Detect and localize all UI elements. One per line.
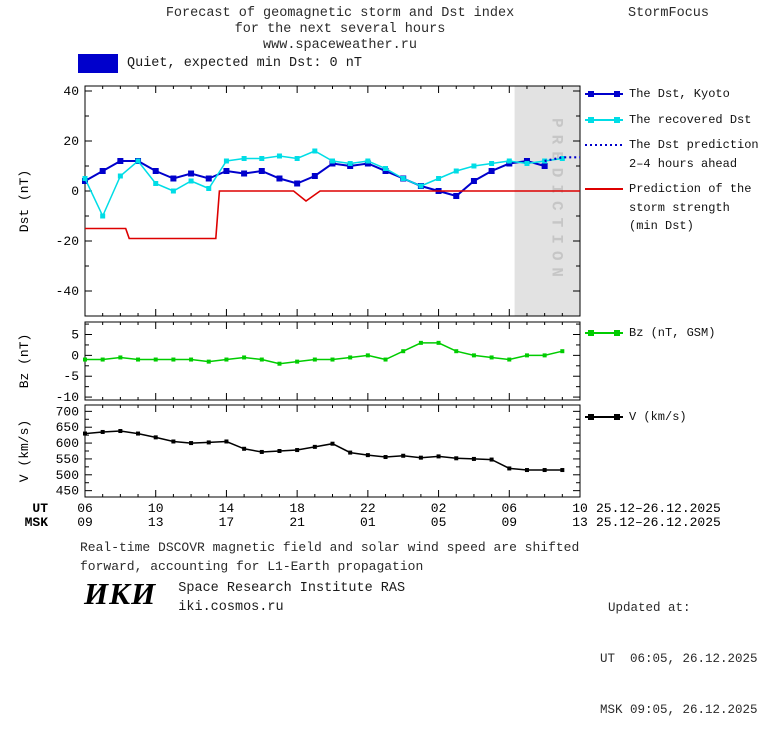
svg-text:PREDICTION: PREDICTION [547,118,565,284]
stormfocus-brand: StormFocus [628,6,710,21]
svg-text:-40: -40 [56,284,79,299]
legend-item-dst-kyoto: The Dst, Kyoto [584,85,760,104]
legend-label-v: V (km/s) [629,410,687,424]
storm-strength-swatch [585,188,623,190]
footer-note: Real-time DSCOVR magnetic field and sola… [80,540,580,574]
svg-text:10: 10 [148,501,164,516]
svg-text:0: 0 [71,184,79,199]
legend-label-dst-kyoto: The Dst, Kyoto [629,87,730,101]
storm-forecast-page: Forecast of geomagnetic storm and Dst in… [0,6,760,717]
bz-swatch [585,330,623,336]
svg-text:22: 22 [360,501,376,516]
institute-name: Space Research Institute RAS [178,581,406,596]
svg-text:Dst (nT): Dst (nT) [17,170,32,232]
svg-text:05: 05 [431,515,447,530]
svg-text:25.12–26.12.2025: 25.12–26.12.2025 [596,501,721,516]
svg-text:-20: -20 [56,234,79,249]
legend-item-dst-prediction: The Dst prediction 2–4 hours ahead [584,136,760,173]
institute-block: ИКИ Space Research Institute RAS iki.cos… [84,576,405,617]
svg-text:02: 02 [431,501,447,516]
svg-text:20: 20 [63,134,79,149]
svg-text:13: 13 [148,515,164,530]
updated-msk: MSK 09:05, 26.12.2025 [600,703,758,717]
quiet-status-swatch [78,54,118,73]
status-legend: Quiet, expected min Dst: 0 nT [78,54,362,73]
dst-kyoto-swatch [585,91,623,97]
updated-label: Updated at: [608,601,691,615]
svg-text:UT: UT [32,501,48,516]
svg-text:01: 01 [360,515,376,530]
title-line-2: for the next several hours [234,22,446,37]
svg-text:10: 10 [572,501,588,516]
svg-text:5: 5 [71,328,79,343]
institute-site: iki.cosmos.ru [178,600,284,615]
svg-text:13: 13 [572,515,588,530]
updated-block: Updated at: UT 06:05, 26.12.2025 MSK 09:… [600,566,758,753]
svg-text:17: 17 [219,515,235,530]
svg-text:-5: -5 [63,369,79,384]
svg-text:06: 06 [501,501,517,516]
legend-label-recovered-dst: The recovered Dst [629,113,752,127]
svg-text:06: 06 [77,501,93,516]
legend-item-storm-strength: Prediction of the storm strength (min Ds… [584,180,760,236]
quiet-status-text: Quiet, expected min Dst: 0 nT [127,56,362,71]
svg-text:500: 500 [56,468,79,483]
legend-label-dst-prediction: The Dst prediction 2–4 hours ahead [629,138,759,171]
recovered-dst-swatch [585,117,623,123]
svg-text:Bz (nT): Bz (nT) [17,334,32,389]
page-title: Forecast of geomagnetic storm and Dst in… [0,6,680,54]
svg-text:0: 0 [71,348,79,363]
legend-item-recovered-dst: The recovered Dst [584,111,760,130]
svg-text:09: 09 [77,515,93,530]
svg-text:V (km/s): V (km/s) [17,420,32,482]
legend-label-storm-strength: Prediction of the storm strength (min Ds… [629,182,752,234]
svg-text:18: 18 [289,501,305,516]
updated-ut: UT 06:05, 26.12.2025 [600,652,758,666]
title-line-1: Forecast of geomagnetic storm and Dst in… [165,6,515,21]
legend-item-bz: Bz (nT, GSM) [584,324,760,343]
svg-text:700: 700 [56,404,79,419]
dst-prediction-swatch [585,144,623,146]
legend-item-v: V (km/s) [584,408,760,427]
svg-text:MSK: MSK [25,515,49,530]
svg-text:450: 450 [56,484,79,499]
svg-text:25.12–26.12.2025: 25.12–26.12.2025 [596,515,721,530]
svg-text:650: 650 [56,420,79,435]
svg-text:21: 21 [289,515,305,530]
svg-text:09: 09 [501,515,517,530]
svg-text:-10: -10 [56,390,79,405]
svg-text:14: 14 [219,501,235,516]
svg-text:40: 40 [63,84,79,99]
v-swatch [585,414,623,420]
title-url: www.spaceweather.ru [263,38,417,53]
iki-logo: ИКИ [84,576,157,611]
svg-text:550: 550 [56,452,79,467]
svg-text:600: 600 [56,436,79,451]
legend-label-bz: Bz (nT, GSM) [629,326,716,340]
